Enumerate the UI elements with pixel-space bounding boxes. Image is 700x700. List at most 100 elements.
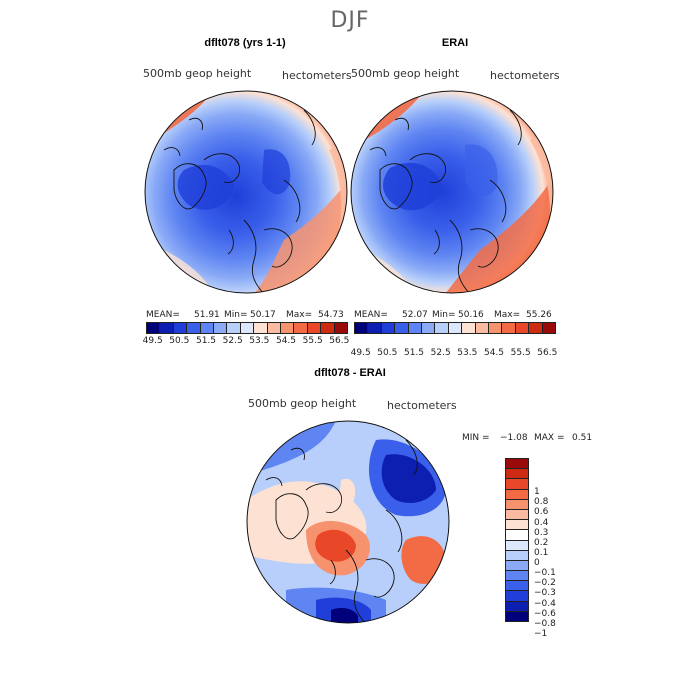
colorbar-tick-label: 0.6	[534, 507, 549, 518]
colorbar-swatch	[515, 323, 530, 333]
stats-row-diff: MIN = −1.08 MAX = 0.51	[462, 433, 622, 445]
colorbar-swatch	[200, 323, 215, 333]
polar-map-obs	[350, 90, 554, 294]
colorbar-swatch	[435, 323, 449, 333]
colorbar-tick-label: 56.5	[329, 336, 350, 346]
colorbar-swatch	[381, 323, 396, 333]
variable-label-obs: 500mb geop height	[351, 67, 460, 80]
colorbar-swatch	[173, 323, 188, 333]
variable-label-diff: 500mb geop height	[248, 397, 357, 410]
colorbar-swatch	[160, 323, 174, 333]
max-label: MAX =	[534, 433, 565, 443]
colorbar-swatch	[506, 540, 528, 551]
colorbar-swatch	[147, 323, 161, 333]
polar-map-model	[144, 90, 348, 294]
colorbar-swatch	[448, 323, 463, 333]
colorbar-swatch	[281, 323, 295, 333]
mean-value: 51.91	[194, 310, 220, 320]
colorbar-model	[146, 322, 348, 334]
colorbar-swatch	[267, 323, 282, 333]
panel-title-model: dflt078 (yrs 1-1)	[204, 37, 286, 49]
max-value: 54.73	[318, 310, 344, 320]
colorbar-swatch	[368, 323, 382, 333]
colorbar-swatch	[355, 323, 369, 333]
colorbar-tick-label: 50.5	[377, 348, 398, 358]
colorbar-tick-label: −0.2	[534, 578, 556, 589]
stats-row-obs: MEAN= 52.07 Min= 50.16 Max= 55.26	[354, 310, 554, 322]
colorbar-tick-label: −0.6	[534, 608, 556, 619]
colorbar-swatch	[506, 560, 528, 572]
max-label: Max=	[494, 310, 521, 320]
max-value: 0.51	[572, 433, 593, 443]
colorbar-swatch	[395, 323, 409, 333]
colorbar-swatch	[506, 601, 528, 612]
mean-label: MEAN=	[354, 310, 388, 320]
colorbar-swatch	[294, 323, 308, 333]
mean-value: 52.07	[402, 310, 428, 320]
max-label: Max=	[286, 310, 313, 320]
units-label-obs: hectometers	[490, 69, 560, 82]
colorbar-ticks-obs: 49.5 50.5 51.5 52.5 53.5 54.5 55.5 56.5	[351, 347, 558, 359]
stats-row-model: MEAN= 51.91 Min= 50.17 Max= 54.73	[146, 310, 346, 322]
max-value: 55.26	[526, 310, 552, 320]
colorbar-swatch	[506, 611, 528, 621]
colorbar-tick-label: 51.5	[195, 336, 217, 346]
colorbar-tick-label: 55.5	[510, 348, 531, 358]
colorbar-swatch	[227, 323, 241, 333]
colorbar-tick-label: 51.5	[403, 348, 425, 358]
variable-label-model: 500mb geop height	[143, 67, 252, 80]
mean-label: MEAN=	[146, 310, 180, 320]
colorbar-swatch	[187, 323, 201, 333]
colorbar-swatch	[240, 323, 255, 333]
colorbar-swatch	[334, 323, 348, 333]
colorbar-swatch	[542, 323, 556, 333]
colorbar-swatch	[506, 499, 528, 510]
colorbar-tick-label: −0.3	[534, 588, 556, 599]
colorbar-tick-label: 0.1	[534, 547, 549, 558]
colorbar-swatch	[506, 509, 528, 521]
colorbar-tick-label: 0.8	[534, 497, 549, 508]
colorbar-swatch	[506, 479, 528, 490]
polar-map-diff	[246, 420, 450, 624]
colorbar-swatch	[506, 459, 528, 470]
colorbar-swatch	[254, 323, 268, 333]
colorbar-swatch	[506, 530, 528, 541]
colorbar-tick-label: −0.1	[534, 568, 556, 579]
colorbar-swatch	[506, 591, 528, 602]
colorbar-ticks-diff: 1 0.8 0.6 0.4 0.3 0.2 0.1 0 −0.1 −0.2 −0.3 −0.4 −0.6…	[534, 482, 584, 644]
min-value: −1.08	[500, 433, 528, 443]
colorbar-swatch	[506, 550, 528, 561]
colorbar-tick-label: 53.5	[457, 348, 478, 358]
colorbar-ticks-model: 49.5 50.5 51.5 52.5 53.5 54.5 55.5 56.5	[142, 335, 350, 347]
colorbar-tick-label: −0.4	[534, 598, 556, 609]
colorbar-swatch	[475, 323, 490, 333]
colorbar-swatch	[506, 571, 528, 582]
colorbar-swatch	[506, 469, 528, 480]
colorbar-swatch	[321, 323, 335, 333]
colorbar-tick-label: 0	[534, 558, 540, 568]
colorbar-tick-label: 1	[534, 487, 540, 498]
colorbar-swatch	[506, 489, 528, 500]
min-label: MIN =	[462, 433, 490, 443]
units-label-model: hectometers	[282, 69, 352, 82]
panel-title-obs: ERAI	[441, 37, 469, 49]
colorbar-swatch	[307, 323, 322, 333]
colorbar-swatch	[529, 323, 543, 333]
colorbar-tick-label: 50.5	[169, 336, 190, 346]
figure-title: DJF	[330, 8, 370, 33]
min-label: Min=	[224, 310, 248, 320]
colorbar-tick-label: −1	[534, 628, 548, 639]
colorbar-tick-label: 56.5	[537, 348, 558, 358]
colorbar-tick-label: 0.4	[534, 517, 549, 528]
colorbar-tick-label: 54.5	[483, 348, 505, 358]
colorbar-tick-label: 49.5	[142, 336, 163, 346]
colorbar-swatch	[408, 323, 423, 333]
panel-title-diff: dflt078 - ERAI	[314, 367, 386, 379]
units-label-diff: hectometers	[387, 399, 457, 412]
colorbar-tick-label: 55.5	[302, 336, 323, 346]
colorbar-tick-label: 52.5	[222, 336, 243, 346]
colorbar-tick-label: 0.2	[534, 537, 549, 548]
min-value: 50.17	[250, 310, 276, 320]
colorbar-swatch	[462, 323, 476, 333]
colorbar-diff	[505, 458, 529, 622]
